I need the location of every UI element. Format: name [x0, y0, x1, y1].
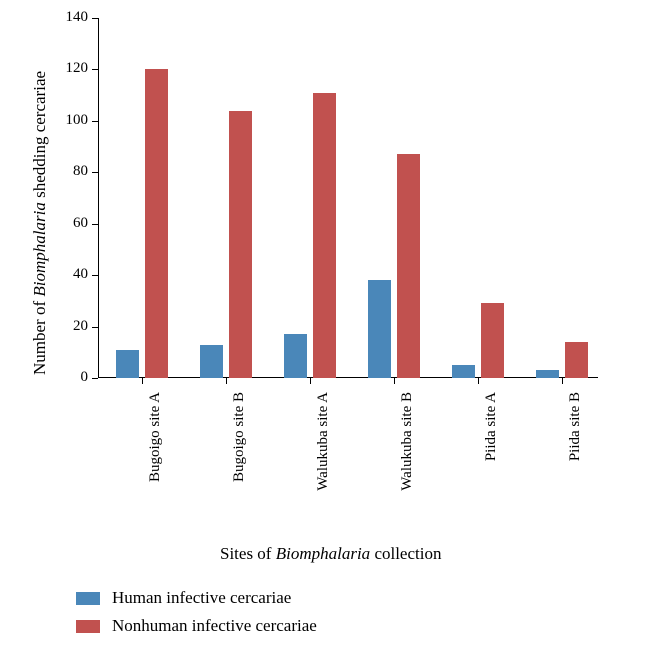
x-tick-label: Piida site B — [567, 392, 584, 512]
y-tick — [92, 69, 98, 70]
bar — [116, 350, 139, 378]
x-tick — [562, 378, 563, 384]
y-tick — [92, 121, 98, 122]
x-tick — [478, 378, 479, 384]
x-tick — [394, 378, 395, 384]
y-tick — [92, 378, 98, 379]
bar — [313, 93, 336, 378]
y-tick-label: 140 — [48, 9, 88, 26]
x-axis-title-italic: Biomphalaria — [276, 544, 370, 563]
x-tick-label: Walukuba site B — [399, 392, 416, 512]
bar — [565, 342, 588, 378]
y-tick-label: 120 — [48, 60, 88, 77]
bar — [229, 111, 252, 378]
bar — [145, 69, 168, 378]
x-tick-label: Piida site A — [483, 392, 500, 512]
x-axis-title: Sites of Biomphalaria collection — [220, 544, 441, 564]
x-axis-title-prefix: Sites of — [220, 544, 276, 563]
legend-item: Nonhuman infective cercariae — [76, 616, 317, 636]
bar — [481, 303, 504, 378]
bar — [397, 154, 420, 378]
bar-chart-figure: Number of Biomphalaria shedding cercaria… — [0, 0, 651, 661]
x-tick-label: Bugoigo site A — [147, 392, 164, 512]
legend-item: Human infective cercariae — [76, 588, 317, 608]
bar — [452, 365, 475, 378]
y-axis-line — [98, 18, 99, 378]
y-axis-title: Number of Biomphalaria shedding cercaria… — [30, 71, 50, 375]
legend: Human infective cercariae Nonhuman infect… — [76, 588, 317, 644]
legend-swatch — [76, 592, 100, 605]
y-tick-label: 100 — [48, 112, 88, 129]
y-axis-title-suffix: shedding cercariae — [30, 71, 49, 202]
x-tick-label: Walukuba site A — [315, 392, 332, 512]
legend-label: Nonhuman infective cercariae — [112, 616, 317, 636]
x-axis-line — [98, 377, 598, 378]
y-tick — [92, 172, 98, 173]
bar — [284, 334, 307, 378]
x-tick — [226, 378, 227, 384]
legend-swatch — [76, 620, 100, 633]
y-tick — [92, 224, 98, 225]
bar — [200, 345, 223, 378]
y-tick-label: 80 — [48, 163, 88, 180]
y-axis-title-italic: Biomphalaria — [30, 202, 49, 296]
x-tick — [142, 378, 143, 384]
y-tick — [92, 275, 98, 276]
legend-label: Human infective cercariae — [112, 588, 291, 608]
y-axis-title-prefix: Number of — [30, 297, 49, 375]
y-tick-label: 20 — [48, 318, 88, 335]
x-tick — [310, 378, 311, 384]
y-tick-label: 0 — [48, 369, 88, 386]
bar — [536, 370, 559, 378]
y-tick-label: 40 — [48, 266, 88, 283]
x-axis-title-suffix: collection — [370, 544, 441, 563]
x-tick-label: Bugoigo site B — [231, 392, 248, 512]
y-tick-label: 60 — [48, 215, 88, 232]
plot-area — [98, 18, 598, 378]
y-tick — [92, 18, 98, 19]
bar — [368, 280, 391, 378]
y-tick — [92, 327, 98, 328]
